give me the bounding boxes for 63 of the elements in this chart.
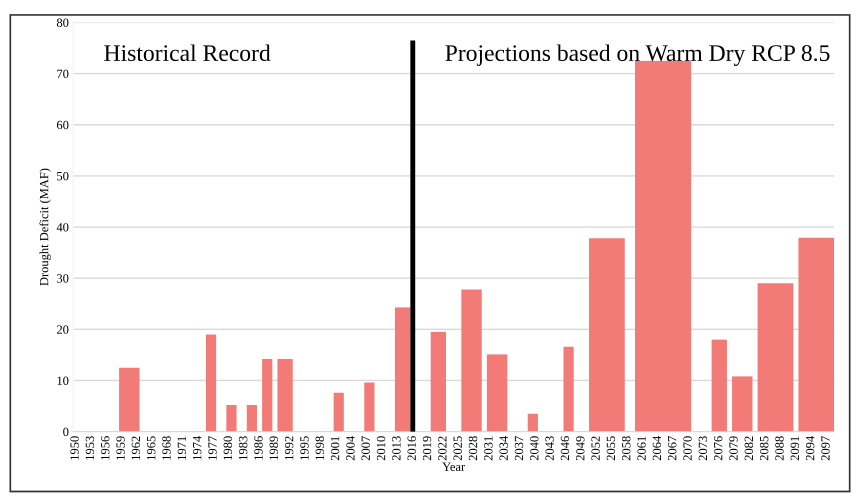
x-tick-label: 1986 [254, 436, 263, 460]
x-tick-label: 2019 [422, 436, 432, 460]
x-tick-label: 1956 [101, 436, 110, 460]
x-tick-label: 1959 [116, 436, 125, 460]
x-tick-label: 1998 [316, 436, 324, 460]
x-tick-label: 2010 [376, 436, 386, 460]
x-tick-label: 2088 [775, 436, 784, 460]
x-tick-label: 2052 [591, 436, 600, 460]
x-tick-label: 1980 [224, 436, 232, 460]
x-tick-label: 2013 [392, 436, 401, 460]
x-tick-label: 2091 [790, 436, 800, 460]
x-tick-label: 2085 [760, 436, 768, 460]
x-tick-label: 1968 [162, 436, 171, 460]
x-tick-label: 2043 [545, 436, 554, 460]
y-axis-title: Drought Deficit (MAF) [39, 168, 51, 286]
x-tick-label: 2028 [468, 436, 478, 460]
x-tick-label: 2049 [576, 436, 584, 460]
x-tick-label: 1974 [192, 436, 202, 460]
x-tick-label: 2064 [652, 436, 662, 460]
y-tick-label: 20 [56, 325, 68, 334]
x-tick-label: 2094 [806, 436, 814, 460]
annotation: Historical Record [104, 44, 270, 62]
x-tick-label: 1950 [70, 436, 79, 460]
x-tick-label: 2097 [821, 436, 830, 460]
x-tick-label: 2001 [330, 436, 340, 460]
x-tick-label: 2070 [683, 436, 692, 460]
x-tick-label: 2004 [346, 436, 355, 460]
y-tick-label: 0 [63, 428, 68, 436]
x-tick-label: 2079 [729, 436, 738, 460]
x-tick-label: 1971 [178, 436, 186, 460]
y-tick-label: 70 [57, 70, 68, 78]
x-tick-label: 1962 [132, 436, 140, 460]
y-tick-label: 50 [57, 172, 68, 180]
y-tick-label: 10 [58, 376, 68, 385]
y-tick-label: 80 [56, 18, 68, 27]
x-tick-label: 2034 [499, 436, 508, 460]
x-tick-label: 1977 [208, 436, 217, 460]
x-tick-label: 2061 [637, 436, 646, 460]
x-tick-label: 2040 [530, 436, 539, 460]
x-tick-label: 2073 [698, 436, 708, 460]
y-tick-label: 60 [56, 120, 68, 130]
x-tick-label: 1989 [270, 436, 278, 460]
x-tick-label: 2031 [484, 436, 493, 460]
x-tick-label: 1965 [147, 436, 156, 460]
x-tick-label: 2037 [514, 436, 524, 460]
x-tick-label: 1995 [300, 436, 309, 460]
x-tick-label: 2007 [362, 436, 370, 460]
x-tick-label: 2082 [744, 436, 754, 460]
x-tick-label: 2058 [622, 436, 630, 460]
y-tick-label: 30 [57, 274, 68, 283]
x-tick-label: 1983 [238, 436, 248, 460]
x-axis-title: Year [442, 462, 466, 471]
x-tick-label: 2046 [560, 436, 570, 460]
x-tick-label: 2055 [606, 436, 616, 460]
x-tick-label: 2076 [714, 436, 722, 460]
annotation: Projections based on Warm Dry RCP 8.5 [445, 44, 830, 66]
x-tick-label: 2022 [438, 436, 447, 460]
x-tick-label: 2067 [668, 436, 676, 460]
x-tick-label: 2025 [453, 436, 462, 460]
x-tick-label: 1953 [86, 436, 94, 460]
x-tick-label: 1992 [284, 436, 294, 460]
y-tick-label: 40 [56, 223, 68, 232]
x-tick-label: 2016 [407, 436, 416, 460]
